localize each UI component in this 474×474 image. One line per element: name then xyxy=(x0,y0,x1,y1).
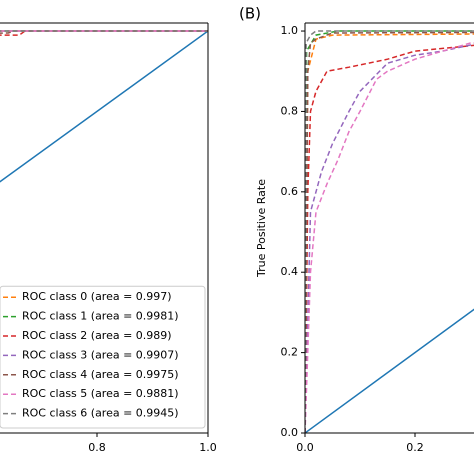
x-tick-label: 0.8 xyxy=(88,441,106,454)
roc-curve xyxy=(305,30,474,433)
y-tick-label: 0.8 xyxy=(281,104,299,117)
legend-label: ROC class 1 (area = 0.9981) xyxy=(22,310,179,323)
roc-curve xyxy=(305,44,474,433)
roc-curve xyxy=(305,30,474,433)
plot-area xyxy=(305,30,474,433)
y-axis-label: True Positive Rate xyxy=(255,179,268,278)
y-tick-label: 0.6 xyxy=(281,185,299,198)
legend-label: ROC class 2 (area = 0.989) xyxy=(22,329,172,342)
legend: ROC class 0 (area = 0.997) ROC class 1 (a… xyxy=(0,285,206,429)
legend-label: ROC class 5 (area = 0.9881) xyxy=(22,387,179,400)
roc-curve xyxy=(0,30,208,32)
x-tick-label: 1.0 xyxy=(199,441,217,454)
panel: 0.0 0.2 0.0 0.2 0.4 0.6 0.8 1.0 True Positive Ra… xyxy=(239,5,474,454)
plot-area xyxy=(0,30,208,183)
legend-box xyxy=(0,285,206,429)
roc-curve xyxy=(305,31,474,433)
legend-label: ROC class 6 (area = 0.9945) xyxy=(22,407,179,420)
y-tick-label: 1.0 xyxy=(281,24,299,37)
roc-curve xyxy=(305,33,474,433)
diagonal-line xyxy=(0,30,208,183)
x-tick-label: 0.2 xyxy=(406,441,424,454)
panel-label: (B) xyxy=(239,5,261,23)
legend-label: ROC class 4 (area = 0.9975) xyxy=(22,368,179,381)
y-tick-label: 0.0 xyxy=(281,426,299,439)
roc-curve xyxy=(305,43,474,433)
legend-label: ROC class 3 (area = 0.9907) xyxy=(22,348,179,361)
x-tick-label: 0.0 xyxy=(296,441,314,454)
roc-curve xyxy=(305,42,474,433)
y-tick-label: 0.2 xyxy=(281,346,299,359)
legend-label: ROC class 0 (area = 0.997) xyxy=(22,290,172,303)
y-tick-label: 0.4 xyxy=(281,265,299,278)
diagonal-line xyxy=(305,308,474,433)
